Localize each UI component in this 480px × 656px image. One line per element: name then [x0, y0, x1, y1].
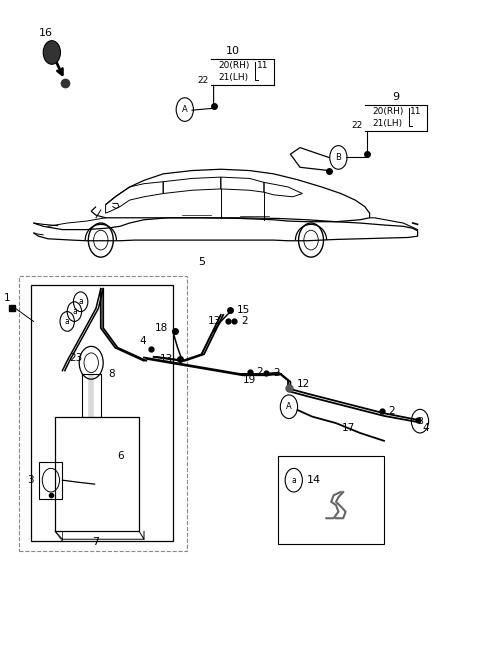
Text: 18: 18	[155, 323, 168, 333]
Text: A: A	[182, 105, 188, 114]
Text: 9: 9	[393, 92, 399, 102]
Text: 2: 2	[256, 367, 263, 377]
Text: 1: 1	[4, 293, 11, 304]
Text: 3: 3	[27, 475, 34, 485]
Text: 2: 2	[273, 367, 280, 378]
Text: 14: 14	[307, 475, 321, 485]
Text: a: a	[291, 476, 296, 485]
Text: 23: 23	[70, 352, 83, 363]
Text: 12: 12	[297, 379, 310, 389]
Text: 22: 22	[198, 75, 209, 85]
Text: a: a	[65, 317, 70, 326]
Text: 15: 15	[237, 305, 251, 316]
Text: 11: 11	[257, 61, 268, 70]
Text: 21(LH): 21(LH)	[372, 119, 402, 128]
Text: 10: 10	[226, 46, 240, 56]
Text: 13: 13	[159, 354, 173, 364]
Text: A: A	[286, 402, 292, 411]
Text: a: a	[78, 297, 83, 306]
Text: 21(LH): 21(LH)	[218, 73, 249, 82]
Text: 11: 11	[410, 107, 422, 116]
Text: 6: 6	[118, 451, 124, 461]
Text: 7: 7	[93, 537, 99, 546]
Text: 13: 13	[207, 316, 221, 327]
Text: 8: 8	[108, 369, 115, 379]
Text: 17: 17	[341, 423, 355, 434]
Text: 16: 16	[38, 28, 53, 38]
Text: 20(RH): 20(RH)	[218, 61, 250, 70]
Text: 20(RH): 20(RH)	[372, 107, 403, 116]
Circle shape	[43, 41, 60, 64]
Text: 4: 4	[422, 423, 429, 433]
Text: B: B	[417, 417, 423, 426]
Text: 4: 4	[140, 336, 146, 346]
Text: 2: 2	[388, 405, 395, 416]
Text: 19: 19	[243, 375, 256, 386]
Text: 2: 2	[241, 316, 248, 327]
Text: B: B	[336, 153, 341, 162]
Text: a: a	[72, 307, 77, 316]
Text: 22: 22	[351, 121, 362, 131]
Text: 5: 5	[198, 257, 205, 268]
